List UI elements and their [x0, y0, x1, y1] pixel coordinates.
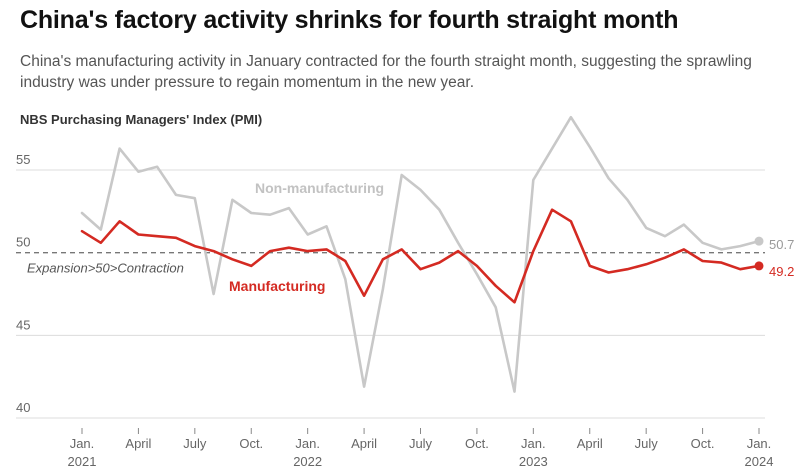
x-tick-label-2024-01: Jan. — [747, 436, 772, 451]
x-axis-ticks: Jan. 2021 April July Oct. Jan. 2022 April July Oc… — [68, 428, 774, 469]
x-tick-label-2021-01: Jan. — [70, 436, 95, 451]
manufacturing-end-label: 49.2 — [769, 264, 794, 279]
series-group: 50.7 Non-manufacturing 49.2 Manufacturing — [80, 115, 794, 393]
y-tick-label-55: 55 — [16, 152, 30, 167]
x-tick-label-2022-01: Jan. — [295, 436, 320, 451]
x-tick-label-2022-04: April — [351, 436, 377, 451]
x-tick-year-2022: 2022 — [293, 454, 322, 469]
chart-subtitle: China's manufacturing activity in Januar… — [20, 53, 752, 91]
x-tick-label-2023-07: July — [635, 436, 659, 451]
x-tick-label-2023-01: Jan. — [521, 436, 546, 451]
non-manufacturing-end-label: 50.7 — [769, 237, 794, 252]
manufacturing-series-label: Manufacturing — [229, 278, 325, 294]
non-manufacturing-series-label: Non-manufacturing — [255, 180, 384, 196]
x-tick-label-2022-07: July — [409, 436, 433, 451]
x-tick-label-2023-04: April — [577, 436, 603, 451]
x-tick-year-2021: 2021 — [68, 454, 97, 469]
y-tick-label-50: 50 — [16, 235, 30, 250]
x-tick-label-2023-10: Oct. — [691, 436, 715, 451]
chart-title: China's factory activity shrinks for fou… — [20, 6, 679, 34]
y-tick-label-45: 45 — [16, 317, 30, 332]
x-tick-year-2024: 2024 — [745, 454, 774, 469]
x-tick-label-2021-10: Oct. — [239, 436, 263, 451]
x-tick-label-2021-04: April — [125, 436, 151, 451]
x-tick-year-2023: 2023 — [519, 454, 548, 469]
non-manufacturing-line — [80, 115, 761, 393]
manufacturing-line — [80, 208, 761, 304]
reference-line-label: Expansion>50>Contraction — [27, 261, 184, 276]
y-tick-label-40: 40 — [16, 400, 30, 415]
reference-line-group: Expansion>50>Contraction — [16, 252, 765, 276]
panel-title: NBS Purchasing Managers' Index (PMI) — [20, 112, 263, 127]
y-axis-ticks: 40 45 50 55 — [16, 152, 30, 415]
x-tick-label-2021-07: July — [183, 436, 207, 451]
x-tick-label-2022-10: Oct. — [465, 436, 489, 451]
grid-lines — [16, 169, 765, 419]
non-manufacturing-end-point — [754, 236, 764, 246]
manufacturing-end-point — [754, 261, 764, 271]
